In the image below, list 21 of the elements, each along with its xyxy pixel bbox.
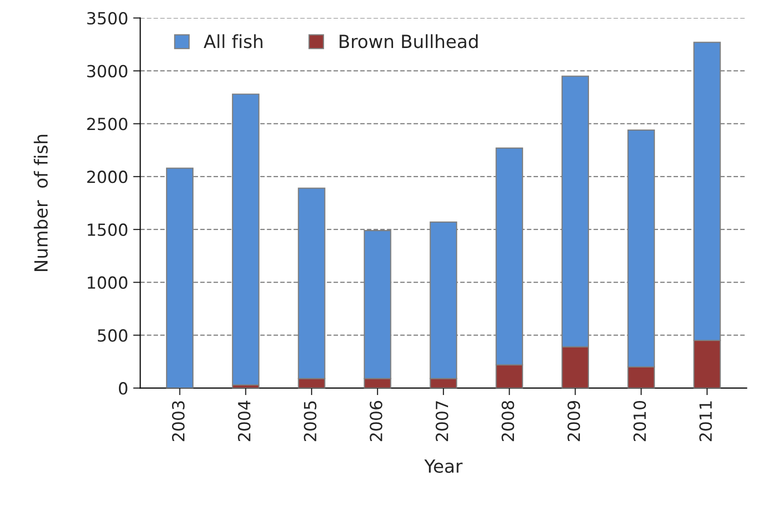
y-tick-label: 2000 [87, 170, 128, 184]
x-tick-label: 2005 [304, 401, 316, 442]
legend-label: All fish [204, 34, 262, 48]
x-tick-label: 2008 [502, 401, 514, 442]
y-tick-label: 3500 [87, 12, 128, 25]
x-tick-label: 2004 [238, 400, 251, 442]
y-tick-label: 0 [118, 382, 128, 395]
x-tick-label: 2009 [567, 401, 580, 442]
x-axis-title: Year [424, 460, 463, 473]
y-tick-label: 2500 [87, 118, 128, 130]
x-tick-label: 2006 [370, 400, 382, 442]
y-tick-label: 1500 [88, 223, 128, 236]
x-tick-label: 2011 [699, 401, 712, 442]
x-tick-label: 2010 [633, 400, 646, 442]
y-tick-label: 500 [98, 329, 128, 342]
x-tick-label: 2007 [436, 401, 448, 442]
x-tick-label: 2003 [172, 401, 185, 442]
legend-label: Brown Bullhead [340, 34, 478, 48]
y-tick-label: 3000 [87, 64, 128, 78]
y-axis-title: Number of fish [34, 134, 48, 271]
y-tick-label: 1000 [88, 276, 128, 289]
